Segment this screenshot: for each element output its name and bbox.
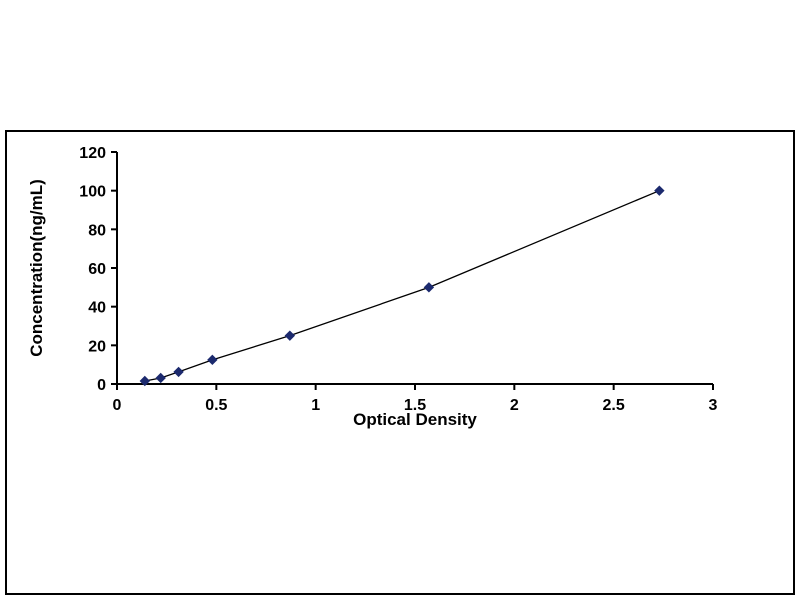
y-tick-label: 120 <box>79 145 106 162</box>
y-tick-label: 20 <box>88 338 106 355</box>
y-tick-label: 40 <box>88 300 106 317</box>
y-tick-label: 0 <box>97 377 106 394</box>
data-point-marker <box>654 185 665 196</box>
data-point-marker <box>207 354 218 366</box>
x-tick-label: 3 <box>709 397 718 414</box>
x-tick-label: 2 <box>510 397 519 414</box>
data-point-marker <box>139 375 151 387</box>
standard-curve-line <box>144 190 660 382</box>
x-tick-label: 0 <box>113 397 122 414</box>
x-tick-label: 1.5 <box>404 397 426 414</box>
chart-svg: 0 20 40 60 80 100 120 0 0.5 1 1.5 2 2.5 3 <box>79 145 718 414</box>
figure-frame: 0 20 40 60 80 100 120 0 0.5 1 1.5 2 2.5 3 Optical Den… <box>5 130 795 595</box>
x-tick-label: 2.5 <box>603 397 625 414</box>
y-tick-label: 80 <box>88 222 106 239</box>
data-point-marker <box>284 330 296 341</box>
x-tick-label: 1 <box>311 397 320 414</box>
y-tick-label: 60 <box>88 261 106 278</box>
x-tick-label: 0.5 <box>205 397 227 414</box>
data-point-marker <box>423 282 435 293</box>
y-axis-label: Concentration(ng/mL) <box>27 179 46 357</box>
data-point-marker <box>173 366 184 378</box>
y-tick-label: 100 <box>79 184 106 201</box>
data-point-marker <box>155 372 166 384</box>
x-axis-label: Optical Density <box>353 410 477 429</box>
